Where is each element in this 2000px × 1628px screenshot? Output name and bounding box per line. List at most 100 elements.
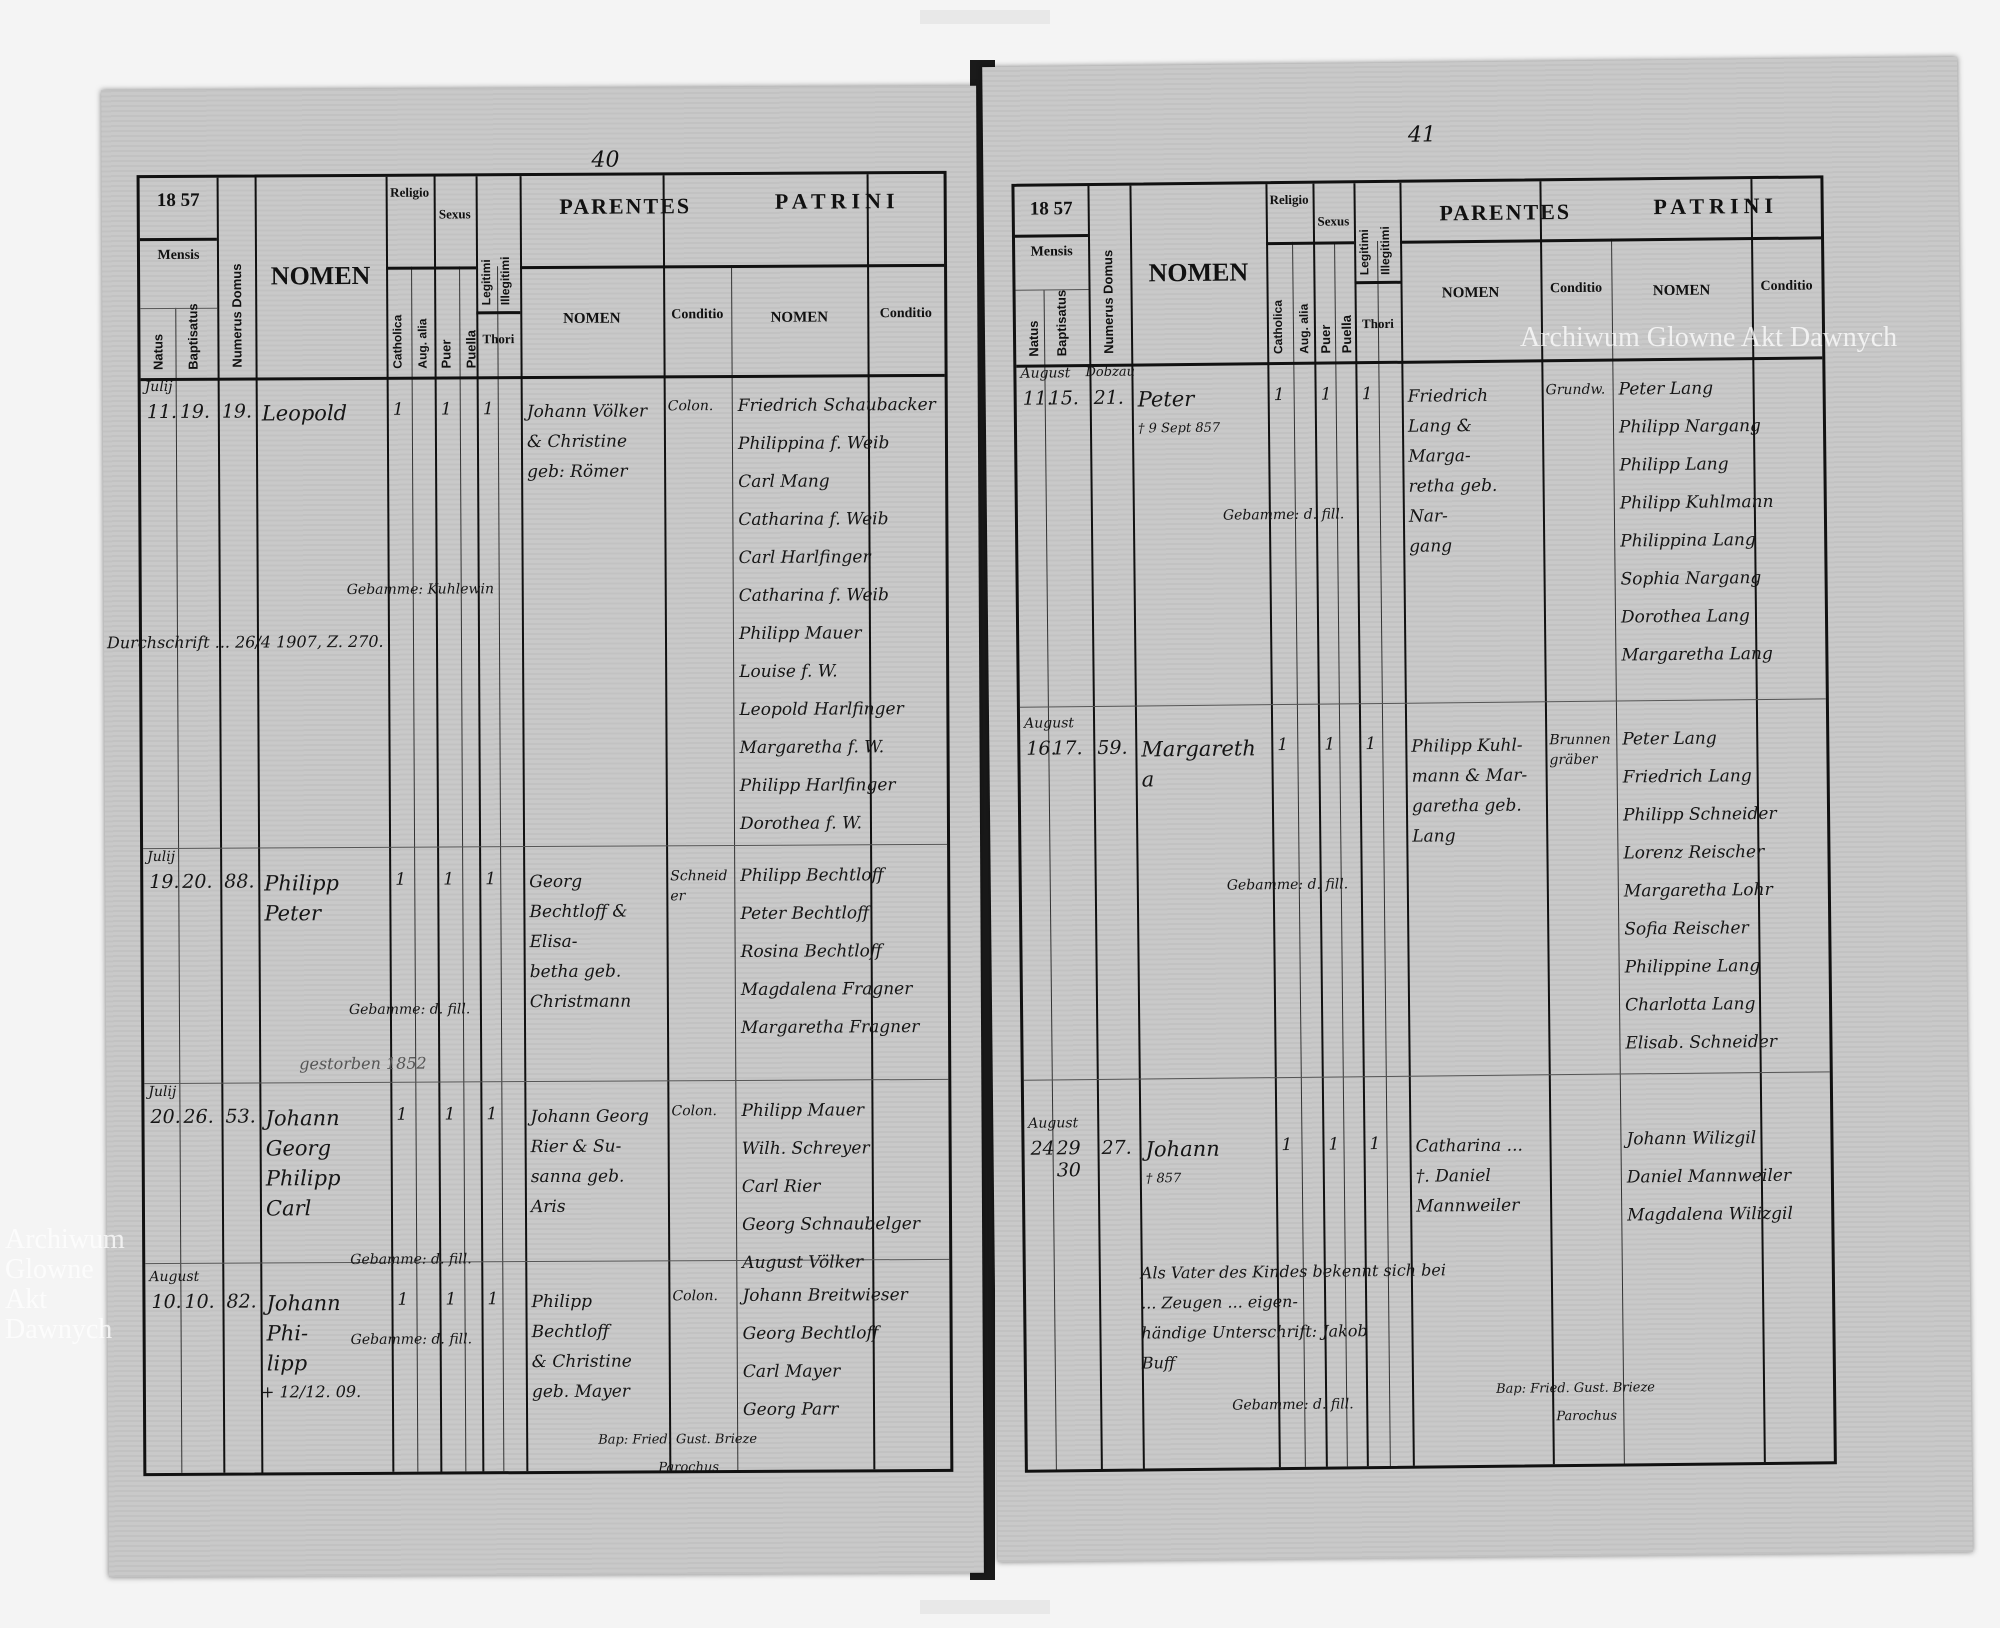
entry-patrinus: Carl Mang <box>738 471 830 492</box>
entry-baptisatus: 26. <box>183 1105 214 1128</box>
entry-baptisatus: 29 30 <box>1056 1137 1082 1182</box>
entry-parents: Philipp Bechtloff & Christine geb. Mayer <box>531 1286 665 1407</box>
right-page: 41 18 57 Mensis Natus Baptisatus Numerus Dom… <box>982 56 1973 1563</box>
entry-parents-line: Philipp Kuhl- <box>1411 735 1523 757</box>
column-line <box>662 175 672 1471</box>
pastor-signature: Parochus <box>658 1460 720 1476</box>
entry-religio: 1 <box>397 1289 409 1310</box>
entry-parents-line: Rier & Su- <box>530 1136 622 1158</box>
entry-name-line: † 857 <box>1145 1171 1182 1187</box>
column-line <box>216 177 226 1473</box>
entry-patrinus: Margaretha Fragner <box>740 1017 920 1038</box>
pastor-signature: Parochus <box>1556 1408 1618 1425</box>
register-table: 18 57 Mensis Natus Baptisatus Numerus Domus N… <box>1011 175 1837 1473</box>
augustana-label: Aug. alia <box>415 318 430 369</box>
entry-note: Buff <box>1141 1353 1176 1373</box>
entry-religio: 1 <box>1273 384 1285 406</box>
thori-label: Thori <box>482 331 515 347</box>
entry-note: ... Zeugen ... eigen- <box>1141 1291 1298 1313</box>
entry-parents-line: geb. Mayer <box>531 1381 630 1403</box>
column-line <box>254 177 264 1473</box>
entry-note: händige Unterschrift: Jakob <box>1141 1321 1368 1343</box>
entry-natus: 24 <box>1030 1137 1055 1160</box>
entry-parents: Johann Georg Rier & Su-sanna geb. Aris <box>530 1101 664 1222</box>
entry-patrinus: Magdalena Fragner <box>740 979 913 1000</box>
mensis-label: Mensis <box>1030 244 1073 260</box>
augustana-label: Aug. alia <box>1296 303 1312 354</box>
entry-parents-line: & Christine <box>526 431 628 453</box>
entry-patrinus: Carl Harlfinger <box>738 547 871 568</box>
entry-sexus: 1 <box>1328 1134 1340 1155</box>
patrini-header: PATRINI <box>1653 192 1779 220</box>
entry-baptisatus: 17. <box>1052 737 1083 760</box>
entry-parents-line: gang <box>1409 536 1453 557</box>
entry-conditio: Brunnengräber <box>1549 731 1611 769</box>
entry-parents-line: & Christine <box>531 1351 632 1373</box>
entry-name-line: Leopold <box>261 401 348 426</box>
entry-note: Als Vater des Kindes bekennt sich bei <box>1140 1260 1447 1283</box>
entry-parents-line: Johann Völker <box>526 401 648 423</box>
header-rule <box>476 311 521 315</box>
column-line <box>1334 241 1348 1467</box>
entry-patrinus: Margaretha Lohr <box>1623 879 1773 902</box>
entry-baptisatus: 10. <box>184 1290 215 1313</box>
entry-sexus: 1 <box>443 869 455 890</box>
row-divider <box>1023 1071 1830 1081</box>
religio-header: Religio <box>390 184 430 200</box>
column-line <box>475 176 485 1472</box>
nomen-subheader: NOMEN <box>770 309 829 326</box>
column-line <box>866 174 876 1470</box>
mensis-label: Mensis <box>157 247 200 264</box>
entry-sexus: 1 <box>445 1289 457 1310</box>
illegitimi-label: Illegitimi <box>1377 226 1393 276</box>
entry-sexus: 1 <box>440 399 452 420</box>
entry-patrinus: Peter Lang <box>1618 378 1714 400</box>
entry-patrinus: Carl Mayer <box>742 1361 841 1382</box>
entry-patrinus: Wilh. Schreyer <box>741 1138 870 1159</box>
header-rule <box>1354 280 1401 285</box>
entry-patrinus: Elisab. Schneider <box>1625 1031 1778 1054</box>
entry-name: Leopold <box>262 398 383 429</box>
entry-name-line: Margaretha <box>1141 736 1256 792</box>
pastor-signature: Bap: Fried. Gust. Brieze <box>1495 1380 1656 1397</box>
entry-parents-line: Friedrich <box>1407 385 1489 407</box>
entry-patrinus: Dorothea f. W. <box>739 813 863 834</box>
parentes-header: PARENTES <box>559 193 692 219</box>
row-divider <box>144 1078 949 1085</box>
header-rule <box>139 237 217 242</box>
sexus-header: Sexus <box>438 206 471 222</box>
entry-parents-line: Johann Georg <box>530 1106 649 1128</box>
entry-month: August <box>1023 715 1075 732</box>
entry-religio: 1 <box>396 1104 408 1125</box>
entry-domus: 27. <box>1101 1136 1132 1159</box>
entry-name-line: Johann <box>265 1106 340 1131</box>
entry-patrinus: Georg Schnaubelger <box>742 1214 921 1235</box>
entry-conditio <box>1553 1130 1616 1131</box>
baptisatus-label: Baptisatus <box>1053 289 1070 357</box>
entry-patrinus: Friedrich Lang <box>1622 766 1752 788</box>
entry-note: Gebamme: d. fill. <box>350 1331 473 1349</box>
entry-patrinus: Sophia Nargang <box>1620 568 1762 590</box>
entry-parents: Johann Völker & Christine geb: Römer <box>527 396 660 487</box>
entry-natus: 11. <box>146 400 178 424</box>
entry-patrinus: Lorenz Reischer <box>1623 842 1765 864</box>
baptisatus-label: Baptisatus <box>185 303 201 370</box>
entry-natus: 19. <box>149 870 180 894</box>
entry-parents-line: retha geb. Nar- <box>1408 475 1498 527</box>
entry-patrinus: Georg Parr <box>742 1399 839 1420</box>
entry-name: Johann Georg Philipp Carl <box>265 1103 387 1224</box>
entry-domus: 82. <box>226 1290 257 1313</box>
column-line <box>411 266 419 1472</box>
entry-patrinus: Rosina Bechtloff <box>740 941 882 962</box>
entry-domus: 88. <box>224 870 255 893</box>
entry-patrinus: Peter Lang <box>1622 728 1717 750</box>
entry-conditio: Schneider <box>670 868 728 905</box>
entry-month: Julij <box>147 848 176 866</box>
entry-name: Johann † 857 <box>1145 1133 1272 1194</box>
entry-parents: Philipp Kuhl-mann & Mar-garetha geb. Lang <box>1411 730 1542 851</box>
column-line <box>433 176 443 1472</box>
entry-conditio: Colon. <box>667 398 714 415</box>
thori-label: Thori <box>1361 315 1394 332</box>
entry-patrinus: Philipp Nargang <box>1618 416 1761 438</box>
entry-patrinus: Philippine Lang <box>1624 956 1761 978</box>
